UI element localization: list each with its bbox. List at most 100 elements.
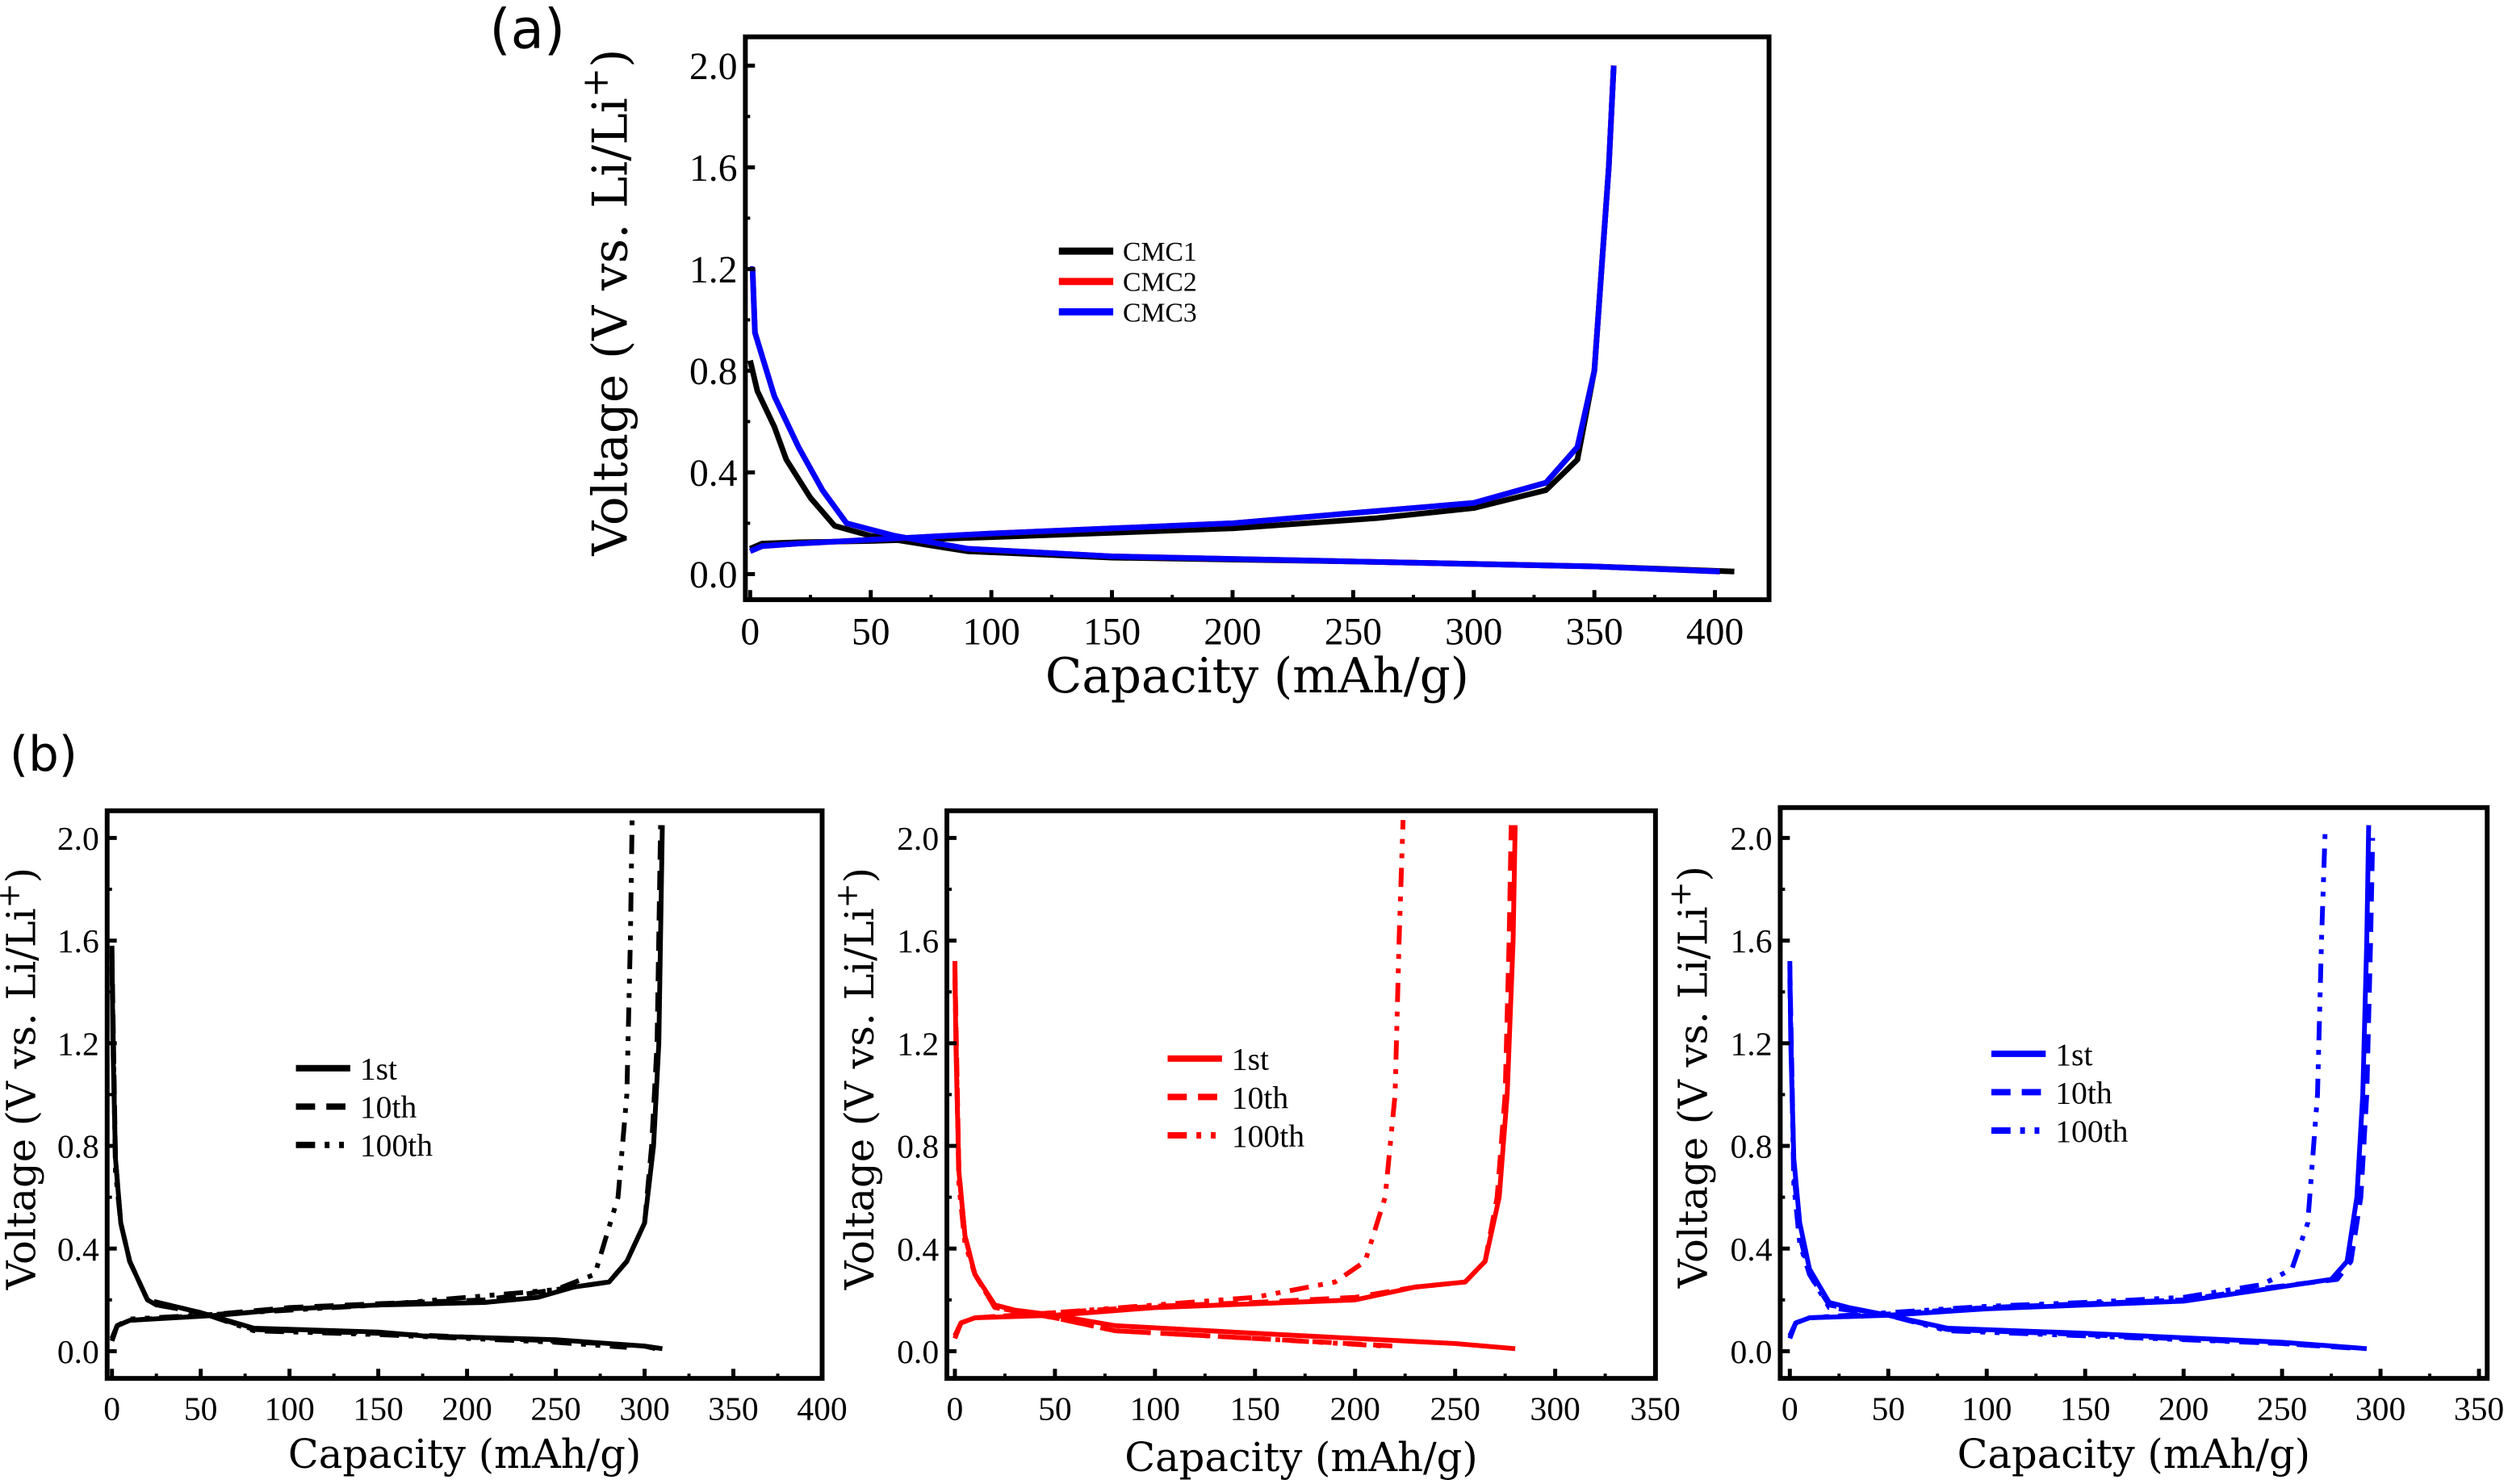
y-tick-label: 0.0 — [57, 1334, 99, 1371]
panel-label: (b) — [10, 727, 77, 783]
x-tick-label: 300 — [619, 1391, 669, 1428]
legend-label: 1st — [360, 1051, 397, 1087]
x-tick-label: 350 — [2454, 1391, 2504, 1428]
y-axis-title-superscript: + — [0, 883, 27, 908]
y-axis-title-paren: ) — [1669, 866, 1716, 881]
y-axis-title-superscript: + — [830, 883, 865, 908]
series-1st-discharge-line — [952, 960, 1516, 1352]
x-tick-label: 250 — [1430, 1391, 1480, 1428]
x-tick-label: 0 — [740, 612, 760, 654]
x-tick-label: 300 — [2355, 1391, 2405, 1428]
x-tick-label: 200 — [1330, 1391, 1380, 1428]
legend-label: 100th — [2055, 1114, 2128, 1149]
legend-label: CMC3 — [1123, 298, 1197, 328]
series-100th-discharge-line — [952, 979, 1386, 1349]
series-10th-discharge-line — [952, 966, 1396, 1349]
legend-label: 10th — [360, 1089, 417, 1125]
y-axis-title-superscript: + — [1663, 881, 1698, 906]
x-tick-label: 0 — [947, 1391, 964, 1428]
y-tick-label: 0.4 — [1730, 1231, 1772, 1269]
x-tick-label: 200 — [1204, 612, 1261, 654]
x-tick-label: 100 — [1130, 1391, 1180, 1428]
y-tick-label: 0.8 — [57, 1129, 99, 1166]
y-tick-label: 2.0 — [897, 821, 939, 858]
x-tick-label: 400 — [797, 1391, 847, 1428]
y-tick-label: 0.8 — [1730, 1129, 1772, 1166]
x-tick-label: 50 — [1871, 1391, 1905, 1428]
legend-label: 100th — [1232, 1118, 1304, 1154]
y-tick-label: 1.2 — [1730, 1026, 1772, 1063]
plot-frame — [1777, 805, 2490, 1382]
y-tick-label: 0.4 — [57, 1231, 99, 1269]
chart-panel-b2: 0 50 100 150 200 250 300 350 0.0 0.4 0.8 1.2 1.6 2.0 C… — [830, 808, 1681, 1481]
y-tick-label: 0.0 — [897, 1334, 939, 1371]
y-axis-title-main: Voltage (V vs. Li/Li — [0, 908, 45, 1290]
y-axis-title-superscript: + — [575, 68, 617, 98]
y-axis-title: Voltage (V vs. Li/Li+) — [830, 867, 883, 1290]
x-tick-label: 400 — [1686, 612, 1744, 654]
x-axis-title: Capacity (mAh/g) — [1957, 1431, 2310, 1478]
y-tick-label: 2.0 — [689, 46, 737, 88]
series-1st-charge-line — [953, 825, 1518, 1340]
x-tick-label: 150 — [2060, 1391, 2110, 1428]
x-tick-label: 150 — [1230, 1391, 1280, 1428]
x-tick-label: 250 — [2257, 1391, 2307, 1428]
plot-frame — [104, 808, 825, 1382]
y-axis-title-main: Voltage (V vs. Li/Li — [1669, 906, 1716, 1289]
x-axis-title: Capacity (mAh/g) — [288, 1431, 641, 1478]
x-tick-label: 200 — [2158, 1391, 2209, 1428]
y-axis-title-main: Voltage (V vs. Li/Li — [836, 908, 883, 1290]
y-tick-label: 0.0 — [1730, 1334, 1772, 1371]
x-tick-label: 250 — [1325, 612, 1382, 654]
y-tick-label: 0.4 — [897, 1231, 939, 1269]
y-axis-title-main: Voltage (V vs. Li/Li — [584, 98, 639, 557]
x-tick-label: 350 — [1630, 1391, 1680, 1428]
x-tick-label: 0 — [103, 1391, 120, 1428]
x-tick-label: 150 — [353, 1391, 403, 1428]
series-cmc3-discharge-line — [749, 265, 1720, 575]
y-tick-label: 1.2 — [57, 1026, 99, 1063]
y-tick-label: 1.6 — [1730, 923, 1772, 960]
y-tick-label: 0.0 — [689, 554, 737, 596]
x-tick-label: 250 — [530, 1391, 580, 1428]
x-tick-label: 100 — [962, 612, 1020, 654]
y-tick-label: 1.6 — [689, 148, 737, 190]
x-tick-label: 50 — [1038, 1391, 1072, 1428]
series-10th-discharge-line — [1787, 966, 2361, 1352]
y-tick-label: 0.4 — [689, 453, 738, 495]
series-100th-charge-line — [953, 820, 1406, 1337]
series-1st-discharge-line — [1787, 960, 2368, 1352]
x-axis-title: Capacity (mAh/g) — [1124, 1434, 1477, 1481]
y-tick-label: 0.8 — [689, 351, 737, 393]
legend-label: 10th — [1232, 1080, 1289, 1115]
x-tick-label: 300 — [1530, 1391, 1580, 1428]
x-tick-label: 50 — [852, 612, 890, 654]
legend-label: 100th — [360, 1128, 433, 1164]
series-1st-charge-line — [1787, 825, 2372, 1340]
y-axis-title: Voltage (V vs. Li/Li+) — [575, 49, 639, 557]
x-tick-label: 350 — [1566, 612, 1623, 654]
legend-label: CMC2 — [1123, 268, 1197, 298]
x-tick-label: 150 — [1083, 612, 1141, 654]
x-tick-label: 350 — [708, 1391, 758, 1428]
y-tick-label: 1.6 — [57, 923, 99, 960]
y-tick-label: 2.0 — [57, 821, 99, 858]
y-tick-label: 1.6 — [897, 923, 939, 960]
plot-frame — [944, 808, 1658, 1382]
legend-label: 1st — [2055, 1037, 2092, 1072]
x-tick-label: 200 — [442, 1391, 492, 1428]
y-axis-title: Voltage (V vs. Li/Li+) — [1663, 866, 1716, 1289]
chart-panel-a: (a) 0 50 100 150 200 250 300 350 400 0.0 0.4 0.8 1.2 1… — [489, 0, 1772, 704]
plot-frame — [743, 34, 1772, 603]
legend-label: 10th — [2055, 1075, 2112, 1110]
x-tick-label: 0 — [1782, 1391, 1798, 1428]
x-tick-label: 100 — [264, 1391, 314, 1428]
y-tick-label: 2.0 — [1730, 821, 1772, 858]
x-tick-label: 100 — [1962, 1391, 2012, 1428]
series-1st-charge-line — [109, 825, 665, 1342]
y-tick-label: 1.2 — [689, 249, 737, 291]
